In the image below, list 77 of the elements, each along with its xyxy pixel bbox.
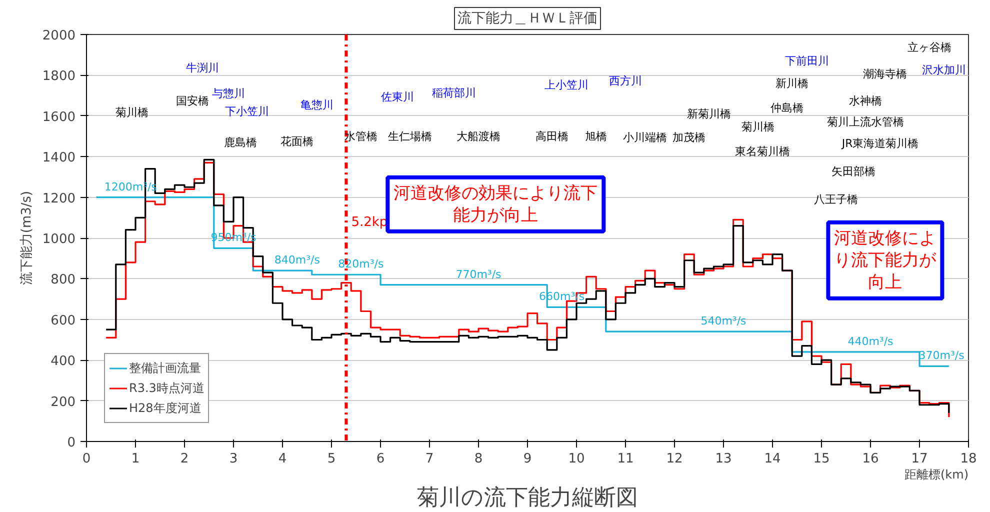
annotation: 矢田部橋 [831,164,876,178]
chart-subtitle: 流下能力＿ＨＷＬ評価 [458,10,598,26]
x-tick-label: 6 [376,452,385,466]
y-tick-label: 0 [67,436,76,450]
x-tick-label: 15 [813,452,830,466]
annotation: 牛渕川 [186,61,220,74]
annotation: 小川端橋 [623,130,668,144]
annotation: 与惣川 [212,87,246,100]
x-tick-label: 7 [425,452,434,466]
y-tick-label: 600 [50,313,76,328]
annotation: 佐東川 [381,90,414,104]
annotation: 河道改修により流下能力が向上 [834,228,938,292]
x-tick-label: 2 [180,452,189,466]
y-tick-label: 400 [50,354,76,370]
x-tick-label: 18 [960,452,977,466]
legend-label: 整備計画流量 [129,360,201,376]
annotation: 新菊川橋 [686,107,731,120]
annotation: 河道改修の効果により流下能力が向上 [394,183,598,226]
annotation: 東名菊川橋 [735,145,790,158]
annotation: JR東海道菊川橋 [840,136,919,150]
x-tick-label: 1 [131,452,140,466]
annotation: 下前田川 [784,54,829,68]
annotation: 八王子橋 [814,192,858,206]
annotation: 上小笠川 [544,78,589,92]
annotation: 下小笠川 [225,105,270,118]
x-tick-label: 11 [617,452,634,466]
legend-label: R3.3時点河道 [129,380,204,396]
y-tick-label: 1000 [42,232,76,247]
x-tick-label: 17 [911,452,928,466]
annotation: 540m³/s [700,314,747,328]
annotation: 菊川橋 [116,106,149,120]
annotation: 820m³/s [338,258,384,271]
y-axis-title: 流下能力(m3/s) [18,190,34,286]
y-tick-label: 2000 [42,28,76,44]
x-tick-label: 16 [862,452,879,466]
x-tick-label: 4 [278,452,287,466]
x-tick-label: 14 [764,452,781,466]
text: 菊川の流下能力縦断図 [417,486,638,510]
annotation: 旭橋 [585,130,608,143]
annotation: 水管橋 [344,130,378,143]
annotation: 花面橋 [280,135,314,148]
annotation: 西方川 [609,74,642,88]
x-tick-label: 8 [474,452,483,466]
annotation: 高田橋 [536,130,568,143]
annotation: 国安橋 [176,94,209,108]
y-tick-label: 1800 [42,69,76,84]
annotation: 770m³/s [456,268,502,281]
annotation: 亀惣川 [300,98,334,112]
y-tick-label: 1600 [42,110,76,125]
annotation: 水神橋 [849,94,882,108]
x-tick-label: 9 [523,452,532,466]
x-axis-title: 距離標(km) [904,468,969,482]
annotation: 稲荷部川 [432,86,476,100]
x-tick-label: 3 [229,452,238,466]
annotation: 生仁場橋 [388,130,432,143]
annotation: 菊川上流水管橋 [827,116,904,129]
y-tick-label: 1400 [42,150,76,166]
annotation: 440m³/s [848,334,894,348]
annotation: 新川橋 [776,76,809,90]
x-tick-label: 13 [715,452,732,466]
x-tick-label: 0 [82,452,91,466]
annotation: 加茂橋 [672,130,706,144]
annotation: 鹿島橋 [224,136,257,150]
x-tick-label: 12 [666,452,683,466]
legend-label: H28年度河道 [129,400,202,416]
annotation: 潮海寺橋 [863,68,908,81]
annotation: 840m³/s [274,254,320,267]
x-tick-label: 10 [568,452,585,466]
y-tick-label: 800 [50,272,76,288]
annotation: 仲島橋 [770,101,804,114]
y-tick-label: 200 [50,394,76,410]
annotation: 沢水加川 [922,64,966,77]
x-tick-label: 5 [327,452,336,466]
y-tick-label: 1200 [42,191,76,206]
annotation: 菊川橋 [741,120,774,134]
annotation: 立ヶ谷橋 [907,41,952,54]
annotation: 大船渡橋 [456,130,500,143]
